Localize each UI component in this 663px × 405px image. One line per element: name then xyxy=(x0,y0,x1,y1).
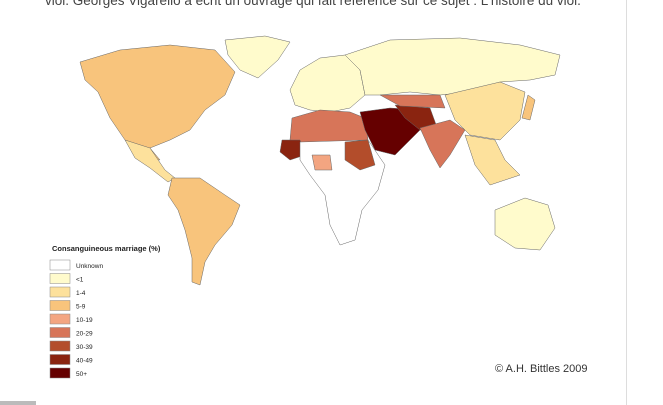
legend-swatch xyxy=(49,259,71,271)
scrollbar-stub xyxy=(0,401,36,405)
legend-label: Unknown xyxy=(76,263,103,270)
australia xyxy=(494,197,556,251)
legend-swatch xyxy=(49,273,71,284)
legend-swatch xyxy=(49,354,71,365)
legend-swatch xyxy=(49,340,71,352)
south-america xyxy=(167,177,241,286)
russia xyxy=(344,37,561,96)
legend: Unknown <1 1-4 5-9 10-19 20-29 30-39 40-49 50+ xyxy=(49,259,103,379)
continents xyxy=(79,35,561,286)
china xyxy=(444,81,526,141)
legend-swatch xyxy=(49,327,71,338)
legend-label: 30-39 xyxy=(76,344,93,351)
nigeria xyxy=(311,154,333,171)
sudan xyxy=(344,139,376,171)
legend-swatch xyxy=(49,286,71,298)
credit: © A.H. Bittles 2009 xyxy=(495,363,588,375)
legend-label: <1 xyxy=(76,277,84,284)
legend-label: 50+ xyxy=(76,371,87,378)
north-africa xyxy=(289,109,369,146)
legend-label: 40-49 xyxy=(76,358,93,365)
legend-swatch xyxy=(49,300,71,311)
legend-swatch xyxy=(49,313,71,325)
legend-label: 1-4 xyxy=(76,290,86,297)
central-asia xyxy=(379,94,446,109)
southeast-asia xyxy=(464,134,521,186)
legend-label: 20-29 xyxy=(76,331,93,338)
west-africa xyxy=(279,139,306,161)
japan xyxy=(521,94,536,121)
legend-label: 5-9 xyxy=(76,304,86,311)
legend-label: 10-19 xyxy=(76,317,93,324)
north-america xyxy=(79,44,236,161)
legend-title: Consanguineous marriage (%) xyxy=(52,244,161,253)
india xyxy=(419,119,466,169)
legend-swatch xyxy=(49,367,71,379)
article-text: viol. Georges Vigarello a écrit un ouvra… xyxy=(45,0,581,8)
world-map: Consanguineous marriage (%) Unknown <1 1-4… xyxy=(49,35,588,379)
greenland xyxy=(224,35,291,79)
content-column xyxy=(626,0,627,405)
